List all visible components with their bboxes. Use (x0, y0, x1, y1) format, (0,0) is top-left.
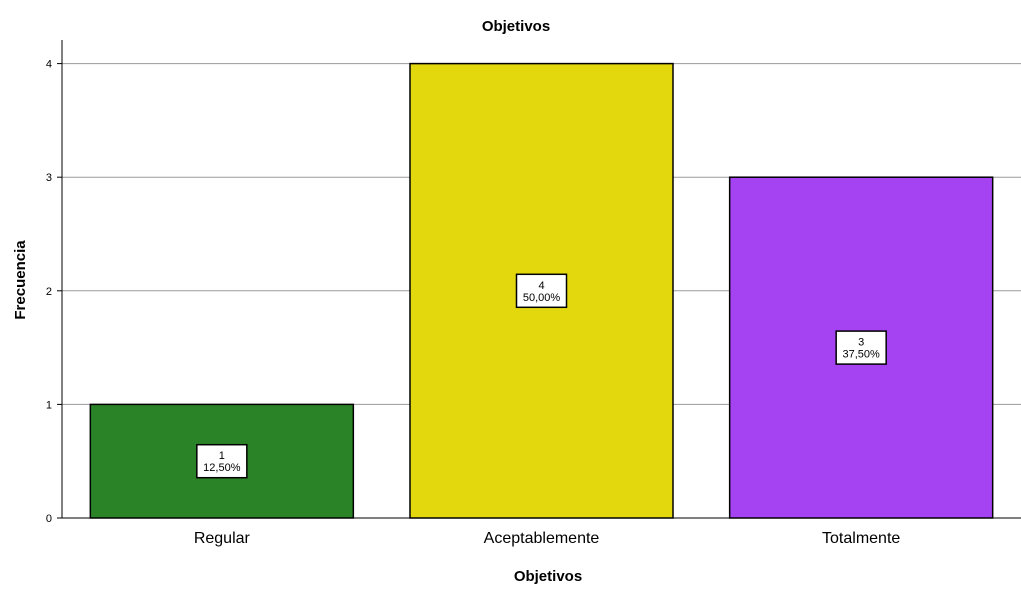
y-tick-label: 3 (46, 172, 52, 184)
x-tick-label: Totalmente (822, 530, 900, 547)
data-label-box (835, 330, 887, 365)
y-tick-label: 0 (46, 513, 52, 525)
data-label-box (515, 273, 568, 309)
data-label-count: 4 (538, 280, 544, 292)
chart-title: Objetivos (482, 18, 550, 35)
y-tick-label: 1 (46, 399, 52, 411)
axes: 0 1 2 3 4 Regular Aceptablemente Totalmente (46, 40, 1021, 547)
data-labels: 112,50% 450,00% 337,50% (196, 273, 887, 479)
data-label-percent: 37,50% (843, 349, 881, 361)
y-axis-label: Frecuencia (12, 240, 29, 320)
data-label-percent: 50,00% (523, 292, 561, 304)
x-tick-label: Aceptablemente (484, 530, 600, 547)
x-tick-label: Regular (194, 530, 251, 547)
y-tick-label: 2 (46, 286, 52, 298)
x-axis-label: Objetivos (514, 568, 582, 584)
data-label-percent: 12,50% (203, 462, 241, 474)
data-label-box (196, 443, 248, 479)
data-label-count: 1 (219, 450, 225, 462)
data-label-count: 3 (858, 337, 864, 349)
y-tick-label: 4 (46, 59, 52, 71)
